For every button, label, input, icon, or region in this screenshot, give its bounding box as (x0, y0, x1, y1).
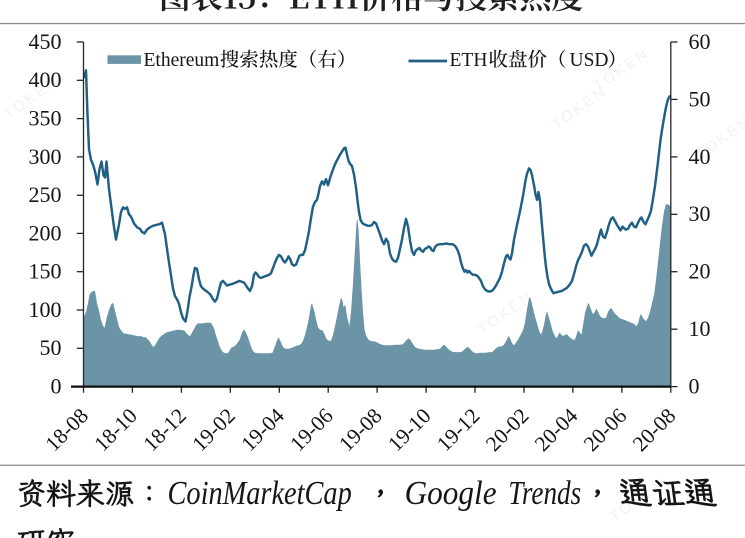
svg-text:450: 450 (29, 29, 62, 54)
svg-text:Ethereum: Ethereum (144, 50, 220, 71)
svg-text:40: 40 (689, 144, 711, 169)
svg-text:Trends: Trends (508, 474, 581, 512)
svg-text:50: 50 (689, 86, 711, 111)
svg-text:60: 60 (689, 29, 711, 54)
svg-text:30: 30 (689, 201, 711, 226)
svg-text:20: 20 (689, 259, 711, 284)
svg-text:0: 0 (51, 374, 62, 399)
svg-text:CoinMarketCap: CoinMarketCap (168, 473, 352, 511)
svg-text:400: 400 (29, 67, 62, 92)
svg-text:300: 300 (29, 144, 62, 169)
svg-text:250: 250 (29, 182, 62, 207)
svg-text:50: 50 (40, 335, 62, 360)
svg-text:USD: USD (570, 50, 609, 71)
svg-text:150: 150 (29, 259, 62, 284)
svg-text:Google: Google (405, 475, 497, 512)
svg-text:200: 200 (29, 220, 62, 245)
svg-text:350: 350 (29, 106, 62, 131)
svg-text:100: 100 (29, 297, 62, 322)
svg-text:10: 10 (689, 316, 711, 341)
svg-text:ETH: ETH (450, 50, 488, 71)
svg-text:0: 0 (689, 374, 700, 399)
